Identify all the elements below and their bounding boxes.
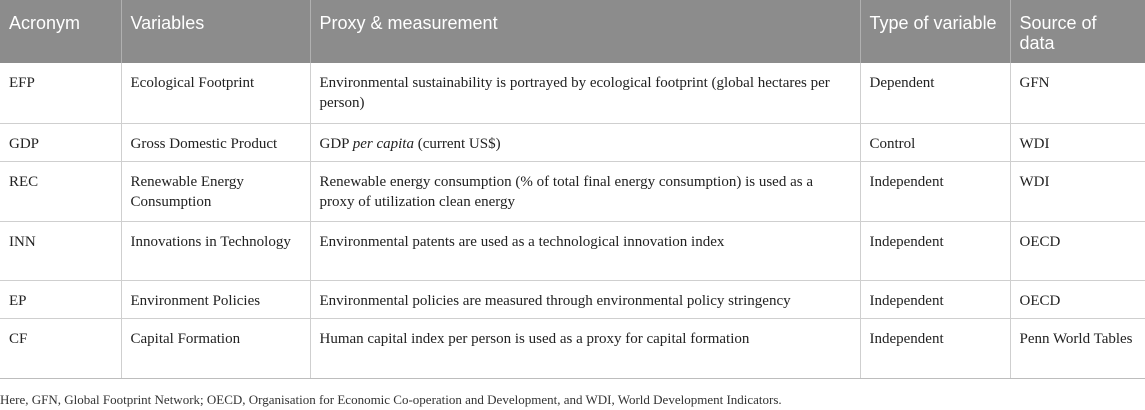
cell-source: WDI	[1010, 161, 1145, 222]
cell-proxy: Environmental sustainability is portraye…	[310, 63, 861, 124]
cell-source: WDI	[1010, 123, 1145, 162]
cell-acronym: REC	[0, 161, 122, 222]
cell-type: Independent	[860, 280, 1011, 319]
table-row: EP Environment Policies Environmental po…	[0, 280, 1145, 319]
cell-variable: Innovations in Technology	[121, 221, 311, 281]
cell-type: Control	[860, 123, 1011, 162]
cell-variable: Gross Domestic Product	[121, 123, 311, 162]
cell-type: Independent	[860, 221, 1011, 281]
cell-variable: Environment Policies	[121, 280, 311, 319]
cell-proxy: Human capital index per person is used a…	[310, 318, 861, 379]
header-proxy-measurement: Proxy & measurement	[310, 0, 861, 63]
cell-variable: Ecological Footprint	[121, 63, 311, 124]
table-row: INN Innovations in Technology Environmen…	[0, 221, 1145, 281]
cell-variable: Renewable Energy Consumption	[121, 161, 311, 222]
proxy-text-italic: per capita	[352, 135, 414, 152]
table-row: GDP Gross Domestic Product GDP per capit…	[0, 123, 1145, 162]
cell-type: Independent	[860, 318, 1011, 379]
variables-table: Acronym Variables Proxy & measurement Ty…	[0, 0, 1145, 379]
table-row: REC Renewable Energy Consumption Renewab…	[0, 161, 1145, 222]
header-source-of-data: Source of data	[1010, 0, 1145, 63]
cell-acronym: EFP	[0, 63, 122, 124]
cell-proxy: Environmental policies are measured thro…	[310, 280, 861, 319]
table-row: EFP Ecological Footprint Environmental s…	[0, 63, 1145, 124]
cell-acronym: GDP	[0, 123, 122, 162]
cell-source: OECD	[1010, 221, 1145, 281]
cell-acronym: EP	[0, 280, 122, 319]
cell-variable: Capital Formation	[121, 318, 311, 379]
header-type-of-variable: Type of variable	[860, 0, 1011, 63]
table-footnote: Here, GFN, Global Footprint Network; OEC…	[0, 392, 782, 407]
cell-type: Independent	[860, 161, 1011, 222]
header-acronym: Acronym	[0, 0, 122, 63]
cell-type: Dependent	[860, 63, 1011, 124]
cell-source: GFN	[1010, 63, 1145, 124]
proxy-text-suffix: (current US$)	[413, 135, 501, 152]
cell-proxy: Renewable energy consumption (% of total…	[310, 161, 861, 222]
cell-proxy: Environmental patents are used as a tech…	[310, 221, 861, 281]
cell-proxy: GDP per capita (current US$)	[310, 123, 861, 162]
header-variables: Variables	[121, 0, 311, 63]
table-row: CF Capital Formation Human capital index…	[0, 318, 1145, 379]
table-header-row: Acronym Variables Proxy & measurement Ty…	[0, 0, 1145, 63]
cell-acronym: INN	[0, 221, 122, 281]
cell-source: Penn World Tables	[1010, 318, 1145, 379]
cell-source: OECD	[1010, 280, 1145, 319]
cell-acronym: CF	[0, 318, 122, 379]
proxy-text-prefix: GDP	[319, 135, 353, 152]
